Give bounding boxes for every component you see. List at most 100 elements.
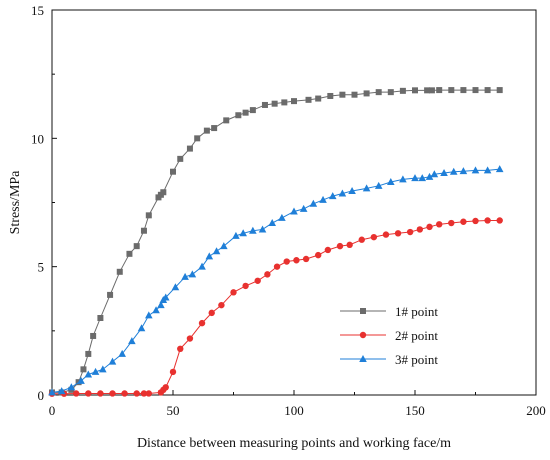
data-point-2 xyxy=(85,390,92,397)
data-point-3 xyxy=(387,177,395,185)
data-point-3 xyxy=(198,262,206,270)
data-point-1 xyxy=(375,89,382,96)
data-point-1 xyxy=(126,250,133,257)
x-tick-label: 150 xyxy=(405,403,425,418)
data-point-2 xyxy=(264,271,271,278)
legend-marker-1 xyxy=(360,308,366,314)
series-3 xyxy=(48,165,504,396)
data-point-2 xyxy=(346,241,353,249)
data-point-3 xyxy=(374,181,383,189)
data-point-3 xyxy=(77,376,85,384)
data-point-3 xyxy=(348,186,356,194)
data-point-3 xyxy=(411,174,419,182)
x-tick-label: 50 xyxy=(167,403,180,418)
data-point-2 xyxy=(460,218,467,225)
data-point-3 xyxy=(299,204,308,212)
series-layer xyxy=(48,87,504,397)
data-point-2 xyxy=(133,390,140,397)
data-point-3 xyxy=(319,195,327,203)
data-point-1 xyxy=(327,92,334,99)
x-tick-label: 200 xyxy=(526,403,546,418)
data-point-1 xyxy=(448,87,455,94)
legend-label-2: 2# point xyxy=(395,328,438,343)
data-point-3 xyxy=(309,199,318,207)
data-point-1 xyxy=(90,332,97,339)
data-point-3 xyxy=(328,192,337,200)
data-point-2 xyxy=(394,230,402,237)
data-point-1 xyxy=(249,107,256,114)
data-point-3 xyxy=(181,272,189,280)
data-point-1 xyxy=(484,87,491,94)
data-point-3 xyxy=(108,357,117,365)
data-point-1 xyxy=(339,91,346,98)
data-point-1 xyxy=(186,145,193,152)
legend-marker-3 xyxy=(359,355,367,362)
plot-area xyxy=(51,9,537,396)
legend-symbol-2 xyxy=(359,331,367,339)
data-point-2 xyxy=(242,282,249,290)
data-point-2 xyxy=(436,221,443,228)
data-point-2 xyxy=(218,301,225,309)
data-point-1 xyxy=(211,125,218,132)
data-point-2 xyxy=(145,390,152,397)
data-point-1 xyxy=(496,87,503,94)
data-point-3 xyxy=(67,383,76,391)
legend-marker-2 xyxy=(359,331,367,339)
data-point-3 xyxy=(171,283,180,291)
data-point-1 xyxy=(177,155,184,162)
x-axis-title: Distance between measuring points and wo… xyxy=(137,436,451,451)
legend-item-3: 3# point xyxy=(340,352,438,367)
data-point-1 xyxy=(351,91,358,98)
data-point-2 xyxy=(358,236,365,243)
data-point-3 xyxy=(258,225,267,233)
data-point-3 xyxy=(430,170,439,178)
data-point-1 xyxy=(436,87,443,94)
data-point-1 xyxy=(271,100,278,107)
data-point-1 xyxy=(223,117,230,124)
data-point-1 xyxy=(399,87,406,94)
data-point-1 xyxy=(107,291,114,298)
data-point-2 xyxy=(484,217,491,224)
data-point-1 xyxy=(261,101,268,108)
data-point-3 xyxy=(91,367,100,375)
data-point-2 xyxy=(302,255,310,263)
legend-symbol-1 xyxy=(360,308,366,314)
data-point-2 xyxy=(416,226,424,233)
plot-frame xyxy=(51,9,537,396)
data-point-2 xyxy=(370,233,378,241)
series-line-1 xyxy=(52,89,500,393)
data-point-2 xyxy=(198,319,206,327)
data-point-2 xyxy=(73,390,80,397)
data-point-1 xyxy=(363,90,370,97)
data-point-2 xyxy=(177,345,184,352)
data-point-2 xyxy=(169,368,177,376)
series-1 xyxy=(49,87,503,396)
data-point-1 xyxy=(133,243,140,250)
data-point-2 xyxy=(336,242,344,250)
data-point-3 xyxy=(399,175,407,183)
data-point-1 xyxy=(116,268,123,275)
data-point-3 xyxy=(425,172,434,180)
data-point-3 xyxy=(84,370,93,378)
data-point-3 xyxy=(449,167,458,175)
data-point-3 xyxy=(161,293,170,301)
data-point-3 xyxy=(483,166,492,174)
data-point-3 xyxy=(145,311,153,319)
data-point-1 xyxy=(170,168,176,175)
y-tick-label: 10 xyxy=(31,131,44,146)
data-point-1 xyxy=(97,315,104,321)
data-point-2 xyxy=(496,217,503,224)
data-point-3 xyxy=(152,306,160,314)
data-point-1 xyxy=(203,127,210,134)
data-point-2 xyxy=(293,257,300,264)
data-point-3 xyxy=(249,226,257,234)
data-point-2 xyxy=(448,219,455,227)
data-point-1 xyxy=(387,89,394,96)
data-point-1 xyxy=(460,87,467,94)
data-point-1 xyxy=(281,99,288,106)
data-point-2 xyxy=(324,246,332,254)
data-point-3 xyxy=(362,184,371,192)
series-2 xyxy=(48,217,503,397)
data-point-2 xyxy=(283,258,290,265)
